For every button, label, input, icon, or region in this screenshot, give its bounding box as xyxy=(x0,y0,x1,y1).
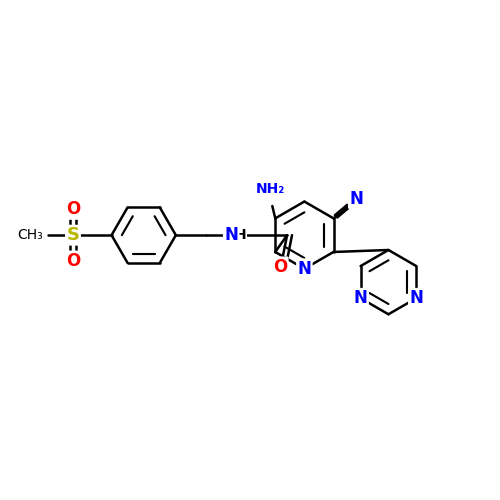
Text: S: S xyxy=(66,226,80,244)
Text: N: N xyxy=(350,190,363,208)
Text: N: N xyxy=(410,289,423,307)
Text: O: O xyxy=(66,252,80,270)
Text: O: O xyxy=(66,200,80,218)
Text: CH₃: CH₃ xyxy=(18,228,44,242)
Text: O: O xyxy=(273,258,287,276)
Text: H: H xyxy=(234,228,246,242)
Text: N: N xyxy=(354,289,368,307)
Text: N: N xyxy=(224,226,238,244)
Text: N: N xyxy=(298,260,312,278)
Text: NH₂: NH₂ xyxy=(256,182,285,196)
